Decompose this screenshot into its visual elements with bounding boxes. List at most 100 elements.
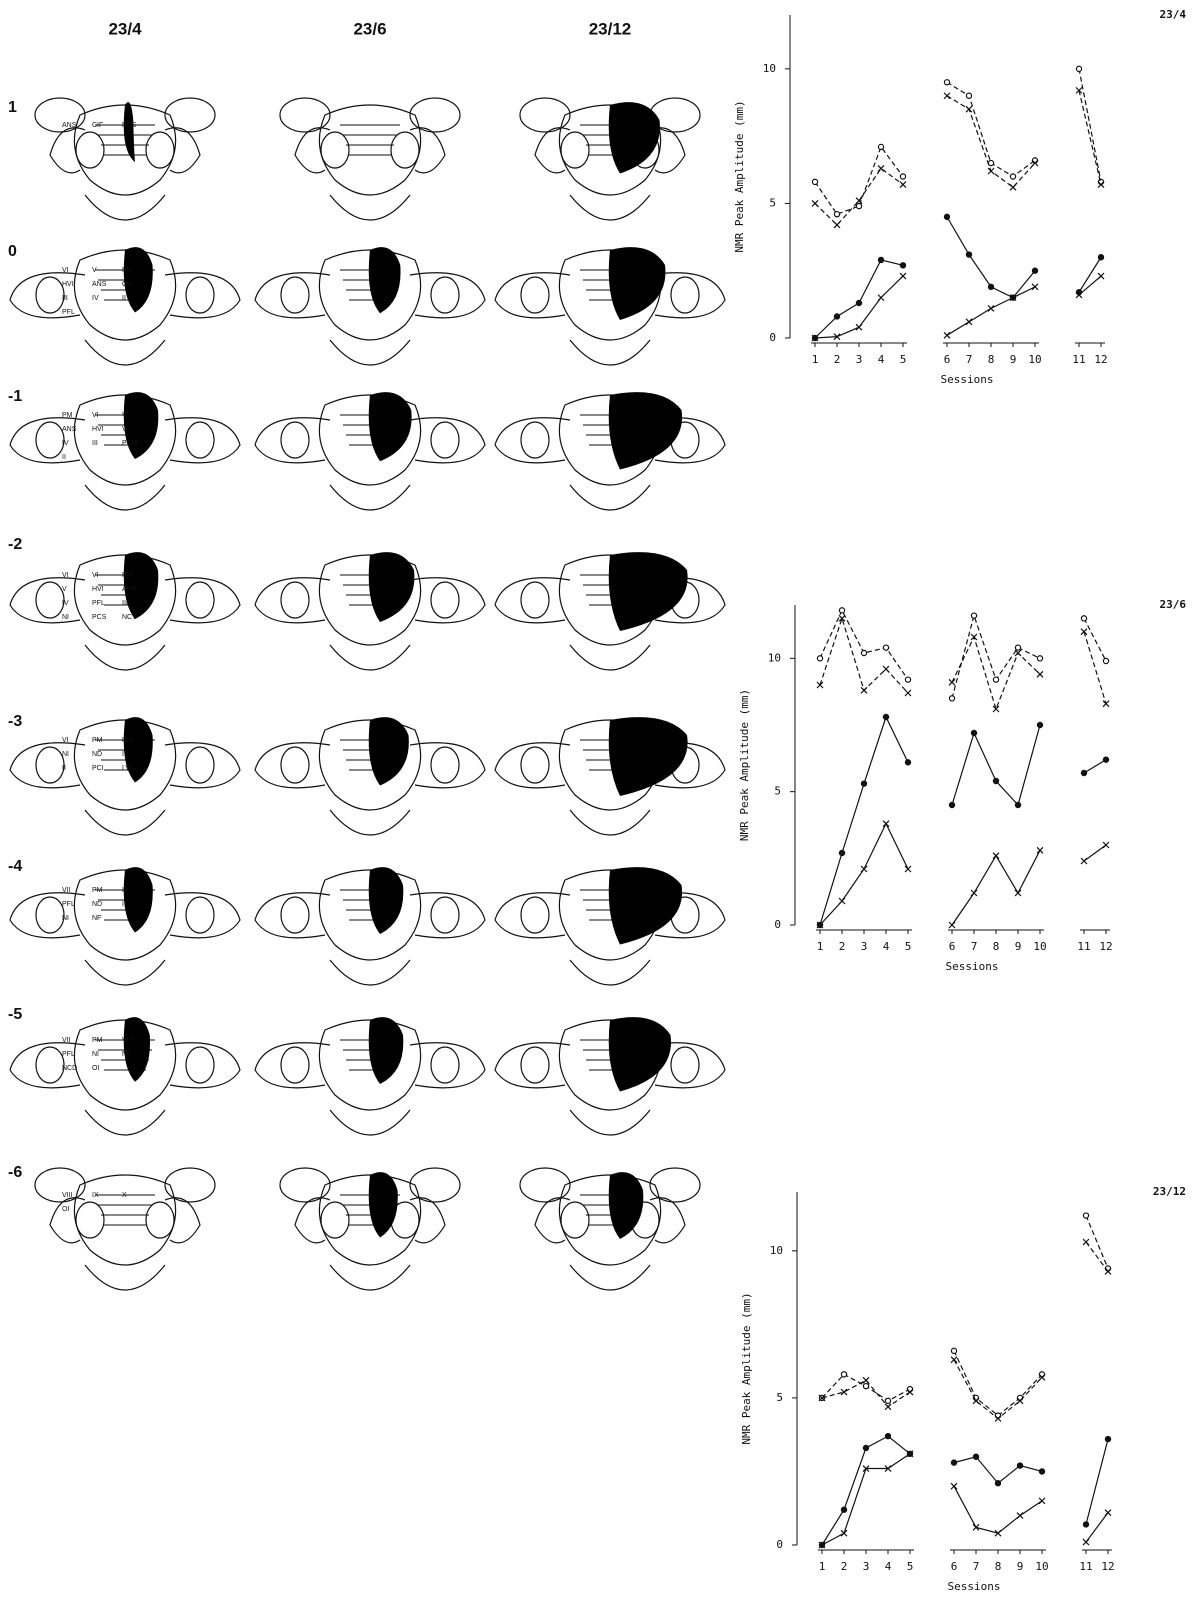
- brain-section: [35, 1168, 215, 1290]
- anatomical-label: VI: [62, 267, 69, 274]
- lesion: [369, 867, 404, 934]
- chart-title: 23/4: [1160, 8, 1187, 21]
- lobe-outline: [186, 422, 214, 458]
- brainstem-outline: [330, 960, 410, 985]
- point-marker: [993, 778, 998, 783]
- lobe-outline: [495, 893, 570, 938]
- point-marker: [944, 214, 949, 219]
- anatomical-label: VII: [62, 887, 71, 894]
- anatomical-label: PFL: [62, 309, 75, 316]
- brain-section: [495, 867, 725, 985]
- point-marker: [966, 252, 971, 257]
- section-outline: [165, 1168, 215, 1202]
- brainstem-outline: [85, 1265, 165, 1290]
- point-marker: [951, 1460, 956, 1465]
- brainstem-outline: [570, 1265, 650, 1290]
- point-marker: [971, 730, 976, 735]
- lobe-outline: [391, 132, 419, 168]
- x-tick-label: 7: [973, 1560, 980, 1573]
- point-marker: [1098, 179, 1103, 184]
- lobe-outline: [165, 1198, 200, 1243]
- x-tick-label: 2: [834, 353, 841, 366]
- lobe-outline: [146, 132, 174, 168]
- brainstem-outline: [570, 485, 650, 510]
- x-tick-label: 10: [1028, 353, 1041, 366]
- point-marker: [883, 821, 889, 827]
- x-tick-label: 1: [812, 353, 819, 366]
- point-marker: [1017, 1463, 1022, 1468]
- anatomical-label: PCM: [122, 440, 138, 447]
- section-outline: [520, 98, 570, 132]
- brain-section: [495, 392, 725, 510]
- point-marker: [841, 1507, 846, 1512]
- anatomical-label: NF: [122, 1051, 131, 1058]
- row-label: -1: [8, 388, 22, 405]
- anatomical-label: V: [92, 267, 97, 274]
- point-marker: [839, 615, 845, 621]
- y-tick-label: 10: [768, 651, 781, 664]
- lobe-outline: [495, 578, 570, 623]
- figure: 23/423/623/121ANSCIFPCS0VIVPMHVIANSCIFII…: [0, 0, 1194, 1608]
- anatomical-label: VIII: [122, 1037, 133, 1044]
- lobe-outline: [431, 422, 459, 458]
- point-marker: [834, 212, 839, 217]
- point-marker: [839, 898, 845, 904]
- x-tick-label: 8: [993, 940, 1000, 953]
- x-tick-label: 8: [995, 1560, 1002, 1573]
- column-header: 23/12: [589, 19, 632, 38]
- anatomical-label: PFL: [62, 1051, 75, 1058]
- anatomical-label: PFL: [62, 901, 75, 908]
- point-marker: [905, 866, 911, 872]
- brainstem-outline: [330, 485, 410, 510]
- section-outline: [74, 1175, 175, 1265]
- anatomical-label: ND: [92, 751, 102, 758]
- y-tick-label: 5: [769, 196, 776, 209]
- lobe-outline: [650, 1198, 685, 1243]
- anatomical-label: VI: [92, 572, 99, 579]
- anatomical-label: LVN: [122, 765, 135, 772]
- anatomical-label: HVI: [62, 281, 74, 288]
- lobe-outline: [165, 128, 200, 173]
- y-tick-label: 10: [763, 62, 776, 75]
- x-tick-label: 3: [863, 1560, 870, 1573]
- point-marker: [1083, 1213, 1088, 1218]
- point-marker: [1015, 645, 1020, 650]
- lesion: [369, 552, 415, 622]
- x-tick-label: 4: [883, 940, 890, 953]
- point-marker: [885, 1404, 891, 1410]
- row-label: -3: [8, 713, 22, 730]
- anatomical-label: IV: [122, 887, 129, 894]
- point-marker: [971, 613, 976, 618]
- lobe-outline: [255, 893, 330, 938]
- lobe-outline: [281, 747, 309, 783]
- lobe-outline: [410, 128, 445, 173]
- point-marker: [949, 802, 954, 807]
- x-axis-label: Sessions: [948, 1580, 1001, 1593]
- lesion: [124, 717, 153, 782]
- lobe-outline: [76, 132, 104, 168]
- x-tick-label: 11: [1079, 1560, 1092, 1573]
- lobe-outline: [10, 743, 85, 788]
- lobe-outline: [50, 1198, 85, 1243]
- point-marker: [1037, 656, 1042, 661]
- section-outline: [35, 98, 85, 132]
- lobe-outline: [431, 1047, 459, 1083]
- x-tick-label: 7: [966, 353, 973, 366]
- lobe-outline: [281, 582, 309, 618]
- lobe-outline: [165, 418, 240, 463]
- point-marker: [949, 922, 955, 928]
- brain-section: [10, 867, 240, 985]
- series-line: [822, 1242, 1108, 1419]
- x-tick-label: 9: [1015, 940, 1022, 953]
- lobe-outline: [36, 1047, 64, 1083]
- point-marker: [949, 679, 955, 685]
- point-marker: [1098, 255, 1103, 260]
- lobe-outline: [410, 743, 485, 788]
- anatomical-label: NI: [92, 1051, 99, 1058]
- brainstem-outline: [570, 810, 650, 835]
- point-marker: [863, 1384, 868, 1389]
- lesion: [609, 717, 688, 796]
- point-marker: [1037, 722, 1042, 727]
- row-label: -2: [8, 536, 22, 553]
- point-marker: [1076, 66, 1081, 71]
